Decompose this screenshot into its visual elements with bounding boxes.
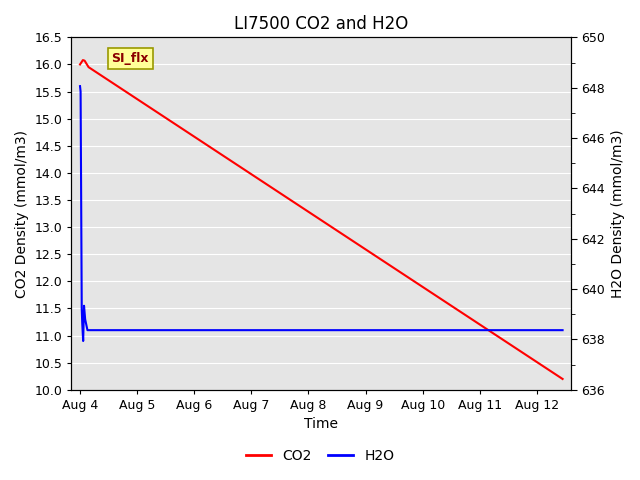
Text: SI_flx: SI_flx bbox=[111, 52, 149, 65]
Title: LI7500 CO2 and H2O: LI7500 CO2 and H2O bbox=[234, 15, 408, 33]
Y-axis label: H2O Density (mmol/m3): H2O Density (mmol/m3) bbox=[611, 129, 625, 298]
Legend: CO2, H2O: CO2, H2O bbox=[240, 443, 400, 468]
X-axis label: Time: Time bbox=[304, 418, 339, 432]
Y-axis label: CO2 Density (mmol/m3): CO2 Density (mmol/m3) bbox=[15, 130, 29, 298]
